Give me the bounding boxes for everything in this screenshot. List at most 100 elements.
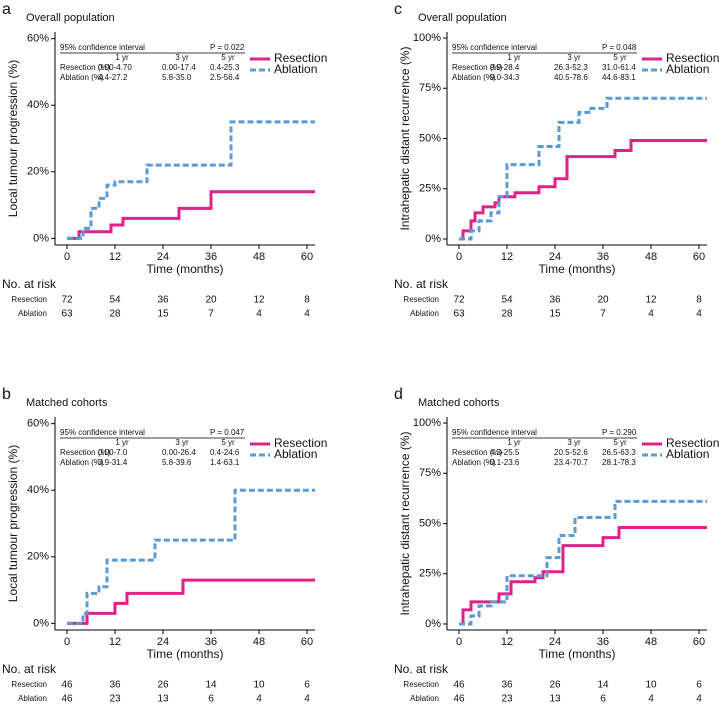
ci-row-label: Resection (%) <box>452 448 503 457</box>
subtitle: Overall population <box>418 12 507 24</box>
x-tick-label: 24 <box>157 251 169 263</box>
p-value: P = 0.290 <box>602 428 637 437</box>
at-risk-count: 4 <box>696 309 702 320</box>
y-axis-label: Intrahepatic distant recurrence (%) <box>398 46 412 230</box>
at-risk-label: Resection <box>11 680 47 689</box>
y-tick-label: 75% <box>419 82 441 94</box>
at-risk-count: 8 <box>304 295 310 306</box>
survival-curve <box>67 190 315 240</box>
x-tick-label: 24 <box>549 636 561 648</box>
y-tick-label: 25% <box>419 183 441 195</box>
at-risk-count: 36 <box>157 295 169 306</box>
at-risk-count: 4 <box>304 309 310 320</box>
survival-curve <box>459 499 707 626</box>
survival-curve <box>459 96 707 241</box>
ci-cell: 9.0-34.3 <box>490 73 520 82</box>
ci-cell: 5.8-35.0 <box>162 73 192 82</box>
at-risk-count: 13 <box>157 694 169 705</box>
ci-cell: 28.1-78.3 <box>602 458 636 467</box>
at-risk-count: 63 <box>453 309 465 320</box>
ci-column: 5 yr <box>613 438 627 447</box>
at-risk-count: 36 <box>549 295 561 306</box>
at-risk-count: 54 <box>501 295 513 306</box>
ci-row-label: Resection (%) <box>60 63 111 72</box>
y-tick-label: 75% <box>419 467 441 479</box>
x-tick-label: 36 <box>597 636 609 648</box>
at-risk-label: Resection <box>11 295 47 304</box>
x-axis-label: Time (months) <box>147 647 224 661</box>
at-risk-title: No. at risk <box>2 277 57 291</box>
survival-curve <box>459 139 707 241</box>
legend-label: Ablation <box>666 62 709 76</box>
ci-cell: 9.9-28.4 <box>490 63 520 72</box>
ci-cell: 4.4-27.2 <box>98 73 128 82</box>
x-axis-label: Time (months) <box>539 647 616 661</box>
x-tick-label: 0 <box>456 251 462 263</box>
x-tick-label: 12 <box>109 251 121 263</box>
ci-column: 3 yr <box>175 53 189 62</box>
at-risk-count: 28 <box>501 309 513 320</box>
y-tick-label: 40% <box>27 484 49 496</box>
x-axis-label: Time (months) <box>539 262 616 276</box>
x-tick-label: 60 <box>301 636 313 648</box>
y-tick-label: 40% <box>27 99 49 111</box>
at-risk-count: 23 <box>109 694 121 705</box>
x-tick-label: 36 <box>205 251 217 263</box>
x-axis-label: Time (months) <box>147 262 224 276</box>
legend-label: Ablation <box>666 447 709 461</box>
ci-cell: 31.0-61.4 <box>602 63 636 72</box>
at-risk-count: 46 <box>61 694 73 705</box>
x-tick-label: 0 <box>456 636 462 648</box>
ci-cell: 0.4-24.6 <box>210 448 240 457</box>
ci-title: 95% confidence interval <box>452 43 537 52</box>
ci-cell: 40.5-78.6 <box>554 73 588 82</box>
y-tick-label: 0% <box>425 233 441 245</box>
at-risk-count: 23 <box>501 694 513 705</box>
ci-column: 3 yr <box>567 53 581 62</box>
panel-label: b <box>2 386 11 403</box>
ci-cell: 0.00-7.0 <box>98 448 128 457</box>
ci-row-label: Resection (%) <box>60 448 111 457</box>
at-risk-label: Ablation <box>18 309 47 318</box>
survival-curve <box>67 120 315 240</box>
x-tick-label: 36 <box>597 251 609 263</box>
legend-label: Resection <box>274 436 327 450</box>
at-risk-count: 4 <box>256 309 262 320</box>
survival-curve <box>459 526 707 626</box>
ci-cell: 5.8-39.6 <box>162 458 192 467</box>
at-risk-count: 72 <box>453 295 465 306</box>
at-risk-count: 15 <box>157 309 169 320</box>
y-axis-label: Intrahepatic distant recurrence (%) <box>398 431 412 615</box>
ci-cell: 44.6-83.1 <box>602 73 636 82</box>
x-tick-label: 24 <box>157 636 169 648</box>
at-risk-count: 46 <box>61 680 73 691</box>
y-tick-label: 0% <box>33 232 49 244</box>
y-tick-label: 60% <box>27 33 49 45</box>
ci-row-label: Ablation (%) <box>452 73 496 82</box>
y-tick-label: 60% <box>27 418 49 430</box>
x-tick-label: 0 <box>64 251 70 263</box>
x-tick-label: 48 <box>253 251 265 263</box>
y-tick-label: 20% <box>27 551 49 563</box>
at-risk-count: 20 <box>597 295 609 306</box>
legend-label: Resection <box>274 51 327 65</box>
y-tick-label: 0% <box>425 618 441 630</box>
panel-label: d <box>394 386 403 403</box>
y-axis-label: Local tumour progression (%) <box>6 445 20 602</box>
at-risk-count: 36 <box>501 680 513 691</box>
x-tick-label: 36 <box>205 636 217 648</box>
ci-cell: 1.4-63.1 <box>210 458 240 467</box>
ci-cell: 0.00-17.4 <box>162 63 196 72</box>
at-risk-label: Ablation <box>410 694 439 703</box>
legend-label: Ablation <box>274 62 317 76</box>
ci-column: 5 yr <box>613 53 627 62</box>
ci-cell: 26.5-63.3 <box>602 448 636 457</box>
y-tick-label: 100% <box>413 32 441 44</box>
at-risk-label: Ablation <box>18 694 47 703</box>
at-risk-count: 4 <box>648 694 654 705</box>
legend-label: Resection <box>666 436 719 450</box>
ci-cell: 0.00-4.70 <box>98 63 132 72</box>
ci-column: 1 yr <box>507 438 521 447</box>
at-risk-count: 6 <box>208 694 214 705</box>
